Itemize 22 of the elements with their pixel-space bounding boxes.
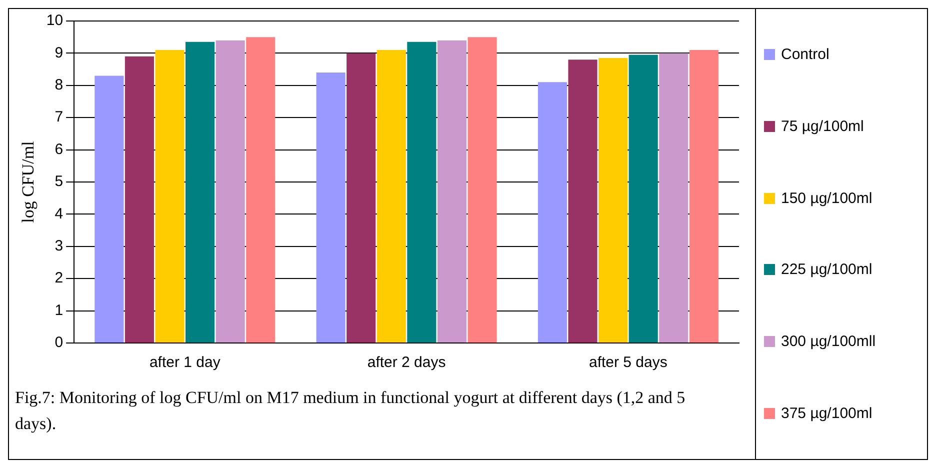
y-tick-label: 7 [54, 108, 64, 126]
legend-label: 300 µg/100mll [781, 332, 876, 350]
y-tick-label: 8 [54, 76, 64, 94]
caption: Fig.7: Monitoring of log CFU/ml on M17 medium in functional yogurt at different days (1,2 and 5 days). [15, 387, 686, 435]
y-axis-title: log CFU/ml [18, 140, 38, 223]
legend-label: 150 µg/100ml [781, 190, 872, 207]
x-tick-label: after 5 days [588, 354, 668, 372]
legend-label: 225 µg/100ml [781, 261, 872, 278]
y-tick-label: 5 [54, 173, 64, 190]
y-tick-label: 10 [46, 12, 64, 30]
legend-label: 375 µg/100ml [781, 404, 872, 422]
x-tick-label: after 1 day [149, 354, 221, 372]
legend-label: 75 µg/100ml [781, 118, 864, 135]
y-tick-label: 1 [54, 302, 64, 319]
y-tick-label: 4 [54, 205, 64, 222]
y-tick-label: 6 [54, 140, 64, 158]
x-tick-label: after 2 days [367, 354, 446, 372]
legend-label: Control [781, 46, 830, 64]
y-tick-label: 0 [54, 334, 64, 352]
y-tick-label: 3 [54, 238, 64, 255]
y-tick-label: 2 [54, 270, 64, 287]
y-tick-label: 9 [54, 44, 64, 62]
